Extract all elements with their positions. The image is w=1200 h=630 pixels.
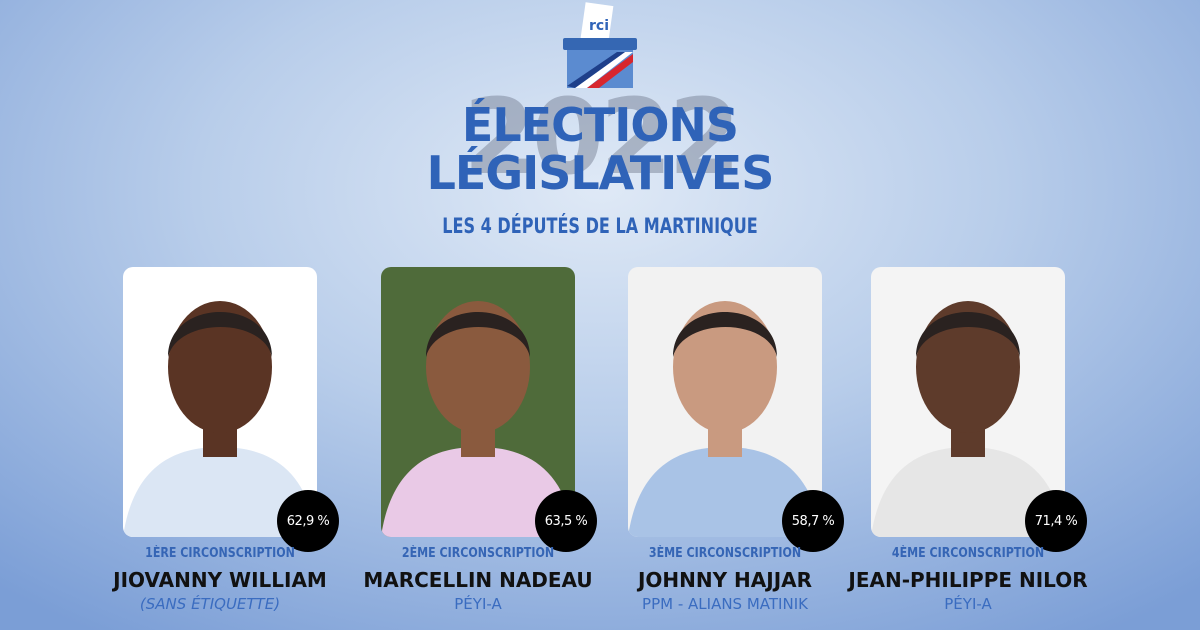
- score-badge: 58,7 %: [782, 490, 844, 552]
- title-line-1: ÉLECTIONS: [461, 98, 739, 152]
- deputy-photo: [123, 267, 317, 537]
- circonscription-label: 2ÈME CIRCONSCRIPTION: [401, 546, 555, 561]
- score-badge: 62,9 %: [277, 490, 339, 552]
- circonscription-label: 4ÈME CIRCONSCRIPTION: [891, 546, 1045, 561]
- portrait-silhouette: [628, 301, 822, 537]
- score-badge: 63,5 %: [535, 490, 597, 552]
- deputy-photo: [871, 267, 1065, 537]
- subtitle: LES 4 DÉPUTÉS DE LA MARTINIQUE: [442, 214, 758, 238]
- party-label: PÉYI-A: [944, 595, 992, 613]
- year-watermark: 2022: [463, 76, 740, 198]
- portrait-silhouette: [381, 301, 575, 537]
- circonscription-label: 3ÈME CIRCONSCRIPTION: [648, 546, 802, 561]
- score-value: 62,9 %: [286, 513, 330, 529]
- party-label: PÉYI-A: [454, 595, 502, 613]
- portrait-silhouette: [871, 301, 1065, 537]
- score-value: 58,7 %: [791, 513, 835, 529]
- deputy-name: JEAN-PHILIPPE NILOR: [848, 568, 1088, 592]
- score-value: 63,5 %: [544, 513, 588, 529]
- portrait-silhouette: [123, 301, 317, 537]
- score-badge: 71,4 %: [1025, 490, 1087, 552]
- score-value: 71,4 %: [1034, 513, 1078, 529]
- title-line-2: LÉGISLATIVES: [426, 146, 775, 200]
- deputy-photo: [628, 267, 822, 537]
- deputy-photo: [381, 267, 575, 537]
- deputy-name: JIOVANNY WILLIAM: [113, 568, 327, 592]
- circonscription-label: 1ÈRE CIRCONSCRIPTION: [145, 546, 295, 561]
- party-label: PPM - ALIANS MATINIK: [642, 595, 808, 613]
- ballot-box-logo: rci: [563, 2, 637, 88]
- deputy-name: MARCELLIN NADEAU: [363, 568, 593, 592]
- party-label: (SANS ÉTIQUETTE): [139, 595, 281, 613]
- svg-text:rci: rci: [589, 18, 609, 34]
- deputy-name: JOHNNY HAJJAR: [637, 568, 813, 592]
